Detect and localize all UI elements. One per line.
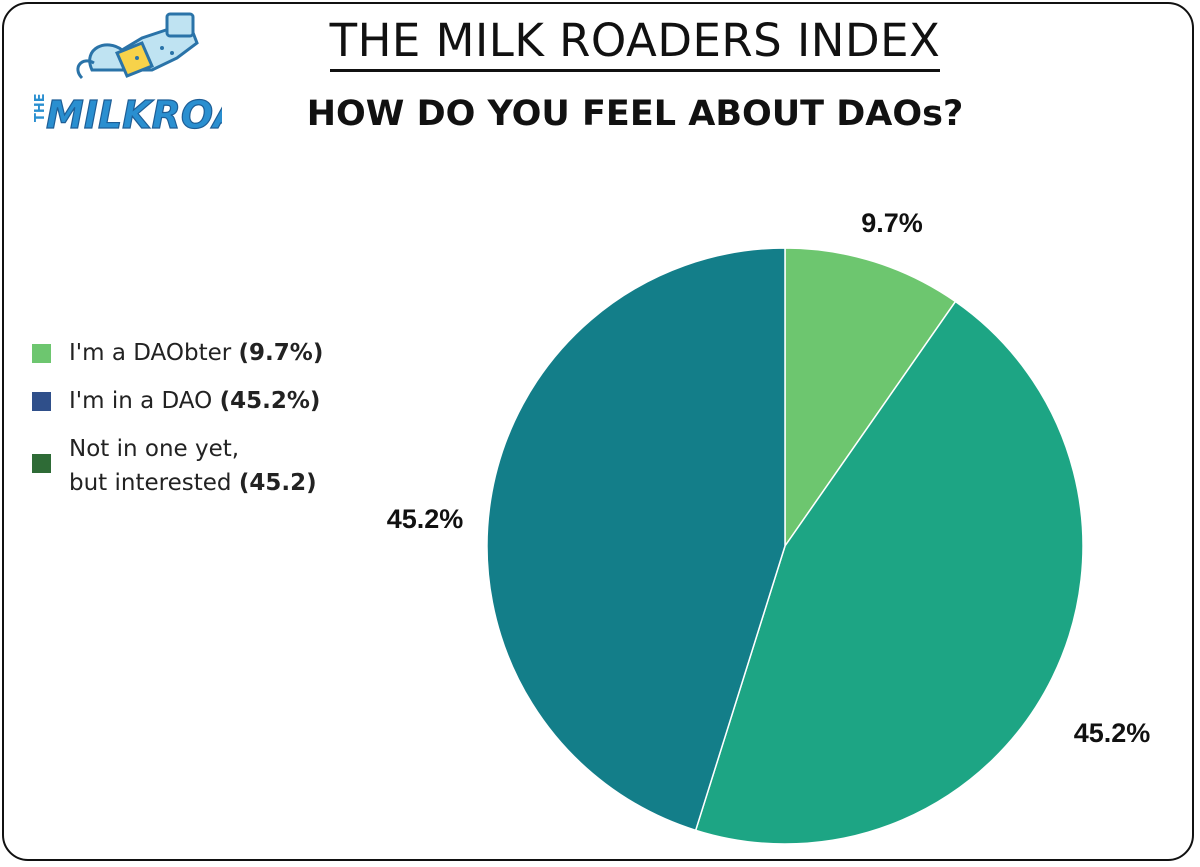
- legend-label: I'm in a DAO (45.2%): [69, 388, 321, 414]
- legend: I'm a DAObter (9.7%) I'm in a DAO (45.2%…: [32, 336, 392, 514]
- legend-item-in-dao: I'm in a DAO (45.2%): [32, 384, 392, 418]
- legend-label: I'm a DAObter (9.7%): [69, 340, 324, 366]
- legend-label: Not in one yet, but interested (45.2): [69, 436, 317, 496]
- slice-value-label: 45.2%: [1074, 718, 1151, 748]
- pie-slice-1: [784, 247, 957, 549]
- page-title: THE MILK ROADERS INDEX: [0, 14, 1200, 72]
- legend-swatch: [32, 392, 51, 411]
- milk-carton-mascot-icon: [76, 12, 199, 80]
- legend-swatch: [32, 454, 51, 473]
- legend-item-daobter: I'm a DAObter (9.7%): [32, 336, 392, 370]
- slice-value-label: 9.7%: [861, 208, 923, 238]
- legend-swatch: [32, 344, 51, 363]
- chart-subtitle: HOW DO YOU FEEL ABOUT DAOs?: [306, 94, 964, 134]
- pie-slice-3: [486, 247, 786, 832]
- slice-value-label: 45.2%: [387, 504, 464, 534]
- pie-slice-2: [694, 300, 1084, 845]
- logo-the-text: THE: [33, 93, 48, 122]
- legend-item-interested: Not in one yet, but interested (45.2): [32, 432, 392, 500]
